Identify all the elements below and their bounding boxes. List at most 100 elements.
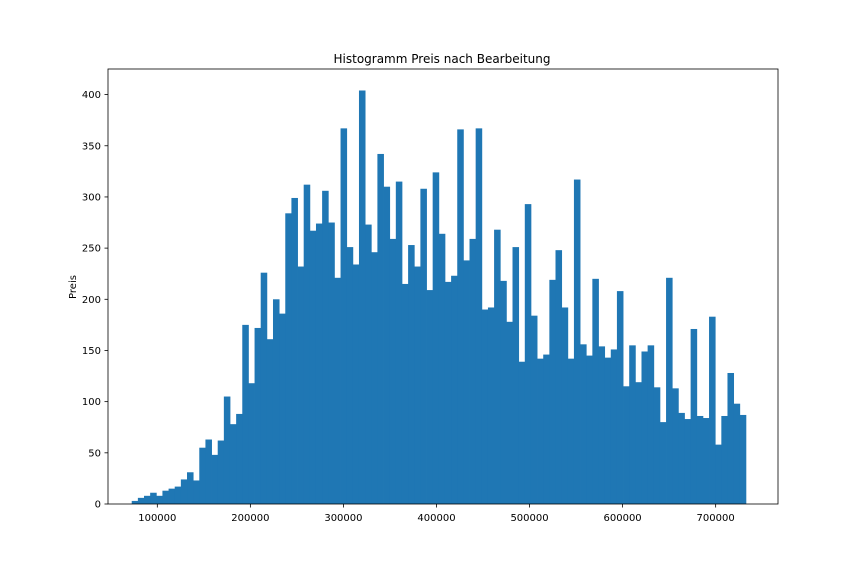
x-tick-label: 500000 — [510, 513, 548, 524]
histogram-bar — [365, 224, 372, 504]
histogram-bar — [549, 279, 556, 504]
histogram-bar — [555, 250, 563, 504]
histogram-bar — [377, 153, 384, 504]
histogram-bar — [358, 90, 366, 505]
histogram-bar — [389, 238, 397, 504]
histogram-bar — [352, 264, 360, 504]
histogram-bar — [285, 213, 292, 505]
histogram-bar — [217, 440, 225, 504]
histogram-bar — [561, 307, 569, 504]
y-tick-label: 100 — [82, 397, 101, 408]
histogram-bar — [604, 357, 612, 504]
histogram-bar — [573, 179, 581, 504]
y-tick-label: 150 — [82, 346, 101, 357]
histogram-bar — [678, 412, 685, 504]
histogram-bar — [659, 422, 667, 504]
histogram-bar — [494, 229, 501, 504]
y-axis-label: Preis — [68, 275, 79, 299]
histogram-bar — [297, 266, 305, 504]
histogram-bar — [236, 413, 243, 504]
histogram-bar — [690, 328, 698, 504]
bars-group — [131, 90, 747, 505]
histogram-bar — [187, 472, 194, 504]
histogram-bar — [635, 382, 642, 504]
histogram-bar — [727, 372, 735, 504]
histogram-bar — [530, 315, 538, 504]
histogram-bar — [438, 233, 446, 504]
histogram-bar — [205, 439, 212, 504]
histogram-bar — [696, 415, 704, 504]
histogram-bar — [610, 349, 618, 504]
histogram-bar — [303, 184, 311, 505]
x-tick-label: 700000 — [697, 513, 735, 524]
histogram-bar — [647, 345, 655, 504]
histogram-bar — [131, 500, 139, 504]
histogram-bar — [500, 280, 507, 504]
histogram-bar — [709, 316, 716, 504]
histogram-bar — [174, 486, 182, 504]
histogram-bar — [623, 386, 630, 504]
histogram-bar — [702, 418, 710, 504]
x-tick-label: 200000 — [231, 513, 269, 524]
histogram-bar — [279, 313, 286, 504]
histogram-bar — [518, 361, 526, 504]
x-tick-label: 400000 — [417, 513, 455, 524]
y-tick-label: 300 — [82, 192, 101, 203]
histogram-bar — [266, 339, 274, 504]
histogram-bar — [168, 488, 176, 504]
histogram-bar — [156, 495, 163, 504]
histogram-bar — [444, 281, 452, 504]
chart-title: Histogramm Preis nach Bearbeitung — [334, 52, 551, 66]
histogram-bar — [733, 403, 741, 504]
histogram-bar — [254, 327, 262, 504]
histogram-bar — [401, 283, 409, 504]
histogram-bar — [451, 275, 458, 504]
histogram-bar — [721, 415, 728, 504]
histogram-bar — [543, 354, 550, 504]
histogram-bar — [315, 223, 323, 504]
plot-frame — [107, 68, 779, 505]
histogram-bar — [684, 419, 692, 504]
histogram-bar — [408, 245, 415, 504]
histogram-bar — [309, 230, 317, 504]
histogram-bar — [199, 447, 206, 504]
histogram-bar — [481, 309, 489, 504]
histogram-bar — [666, 277, 673, 504]
histogram-bar — [567, 358, 575, 504]
histogram-bar — [383, 186, 391, 505]
histogram-bar — [371, 252, 378, 504]
histogram-bar — [506, 321, 513, 504]
histogram-bar — [137, 497, 145, 504]
y-tick-label: 0 — [95, 500, 101, 511]
histogram-bar — [272, 299, 280, 504]
histogram-bar — [426, 290, 434, 504]
histogram-bar — [432, 172, 440, 504]
histogram-bar — [193, 480, 200, 504]
histogram-bar — [180, 479, 188, 504]
x-tick-label: 100000 — [138, 513, 176, 524]
histogram-bar — [672, 388, 679, 504]
histogram-bar — [463, 260, 470, 504]
histogram-bar — [715, 444, 722, 504]
y-tick-label: 400 — [82, 90, 101, 101]
histogram-bar — [641, 351, 649, 504]
histogram-bar — [328, 222, 335, 504]
histogram-bar — [739, 414, 747, 504]
histogram-bar — [340, 128, 348, 505]
histogram-bar — [144, 495, 151, 504]
histogram-bar — [395, 181, 403, 504]
y-tick-label: 50 — [88, 448, 101, 459]
x-axis: 100000 200000 300000 400000 500000 600000 7000… — [138, 504, 735, 524]
x-tick-label: 600000 — [604, 513, 642, 524]
histogram-bar — [223, 396, 231, 504]
histogram-bar — [322, 190, 329, 505]
histogram-bar — [229, 424, 237, 504]
histogram-bar — [150, 492, 157, 504]
histogram-bar — [616, 291, 624, 504]
histogram-bar — [211, 454, 219, 504]
histogram-bar — [598, 346, 606, 504]
histogram-bar — [512, 247, 520, 504]
histogram-bar — [291, 197, 298, 504]
histogram-bar — [537, 358, 544, 504]
